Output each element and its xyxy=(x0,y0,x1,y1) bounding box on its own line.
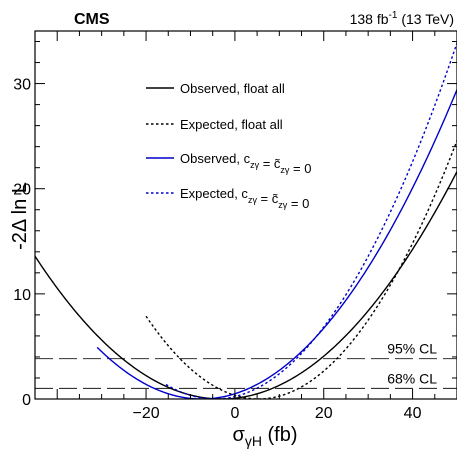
series-curve xyxy=(35,171,457,399)
y-tick-label: 0 xyxy=(22,392,31,409)
series-curve xyxy=(165,42,457,399)
likelihood-curves xyxy=(35,42,457,399)
y-tick-label: 30 xyxy=(13,77,31,94)
legend-label: Observed, float all xyxy=(180,81,285,96)
y-tick-label: 20 xyxy=(13,182,31,199)
cl-label: 68% CL xyxy=(387,370,437,386)
legend: Observed, float all Expected, float all Ob… xyxy=(146,81,311,211)
x-tick-label: 40 xyxy=(404,405,422,422)
cl-label: 95% CL xyxy=(387,341,437,357)
series-curve xyxy=(145,140,457,399)
legend-label: Observed, czγ = c̃zγ = 0 xyxy=(180,151,311,176)
x-tick-label: 20 xyxy=(315,405,333,422)
series-curve xyxy=(96,89,457,399)
y-axis-label: -2Δ ln L xyxy=(9,182,31,250)
axes: −20 0 20 40 0 10 20 30 xyxy=(13,31,457,422)
confidence-level-lines: 95% CL 68% CL xyxy=(35,341,457,390)
chart-header: CMS 138 fb-1 (13 TeV) xyxy=(74,10,454,28)
x-axis-label: σγH (fb) xyxy=(232,424,297,449)
legend-label: Expected, float all xyxy=(180,117,283,132)
luminosity-label: 138 fb-1 (13 TeV) xyxy=(350,10,454,27)
experiment-label: CMS xyxy=(74,11,110,28)
plot-frame xyxy=(34,30,457,400)
legend-label: Expected, czγ = c̃zγ = 0 xyxy=(180,186,309,211)
x-tick-label: −20 xyxy=(132,405,159,422)
x-tick-label: 0 xyxy=(230,405,239,422)
y-tick-label: 10 xyxy=(13,287,31,304)
